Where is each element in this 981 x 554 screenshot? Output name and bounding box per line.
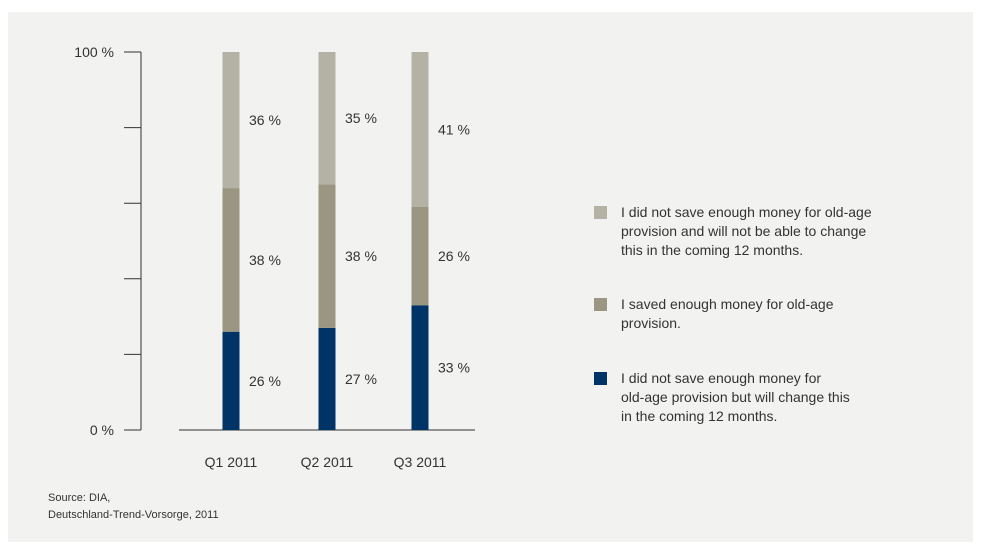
legend-line: provision and will not be able to change bbox=[621, 223, 867, 239]
source-note: Source: DIA, Deutschland-Trend-Vorsorge,… bbox=[48, 490, 308, 524]
y-tick-label: 100 % bbox=[74, 44, 114, 60]
x-tick-label: Q1 2011 bbox=[205, 454, 258, 470]
bar-segment bbox=[411, 305, 429, 430]
legend-line: old-age provision but will change this bbox=[621, 389, 850, 405]
legend-line: this in the coming 12 months. bbox=[621, 242, 804, 258]
data-label: 26 % bbox=[438, 248, 470, 264]
bar-segment bbox=[222, 52, 240, 189]
bar-segment bbox=[222, 188, 240, 332]
bar-segment bbox=[222, 331, 240, 430]
legend-item-no-save-will-change: I did not save enough money for old-age … bbox=[594, 369, 941, 426]
data-label: 27 % bbox=[345, 371, 377, 387]
legend-label: I did not save enough money for old-age … bbox=[621, 369, 941, 426]
x-tick-label: Q3 2011 bbox=[394, 454, 447, 470]
legend-swatch bbox=[594, 206, 607, 219]
legend-line: in the coming 12 months. bbox=[621, 408, 778, 424]
data-label: 36 % bbox=[249, 112, 281, 128]
legend-swatch bbox=[594, 298, 607, 311]
data-label: 35 % bbox=[345, 110, 377, 126]
source-line-2: Deutschland-Trend-Vorsorge, 2011 bbox=[48, 509, 219, 521]
legend-line: provision. bbox=[621, 315, 681, 331]
legend-label: I saved enough money for old-age provisi… bbox=[621, 295, 941, 333]
bar-segment bbox=[318, 184, 336, 328]
legend-line: I did not save enough money for bbox=[621, 370, 822, 386]
bar-segment bbox=[318, 52, 336, 185]
data-label: 38 % bbox=[249, 252, 281, 268]
chart-panel bbox=[8, 12, 973, 542]
bar-segment bbox=[318, 327, 336, 430]
bar-segment bbox=[411, 206, 429, 306]
data-label: 26 % bbox=[249, 373, 281, 389]
data-label: 41 % bbox=[438, 121, 470, 137]
legend-line: I saved enough money for old-age bbox=[621, 296, 834, 312]
legend-label: I did not save enough money for old-age … bbox=[621, 203, 941, 260]
source-line-1: Source: DIA, bbox=[48, 492, 111, 504]
y-tick-label: 0 % bbox=[90, 422, 114, 438]
data-label: 38 % bbox=[345, 248, 377, 264]
data-label: 33 % bbox=[438, 360, 470, 376]
bar-segment bbox=[411, 52, 429, 207]
legend-line: I did not save enough money for old-age bbox=[621, 204, 872, 220]
x-tick-label: Q2 2011 bbox=[301, 454, 354, 470]
legend-item-saved-enough: I saved enough money for old-age provisi… bbox=[594, 295, 941, 333]
legend-item-no-save-no-change: I did not save enough money for old-age … bbox=[594, 203, 941, 260]
legend-swatch bbox=[594, 372, 607, 385]
